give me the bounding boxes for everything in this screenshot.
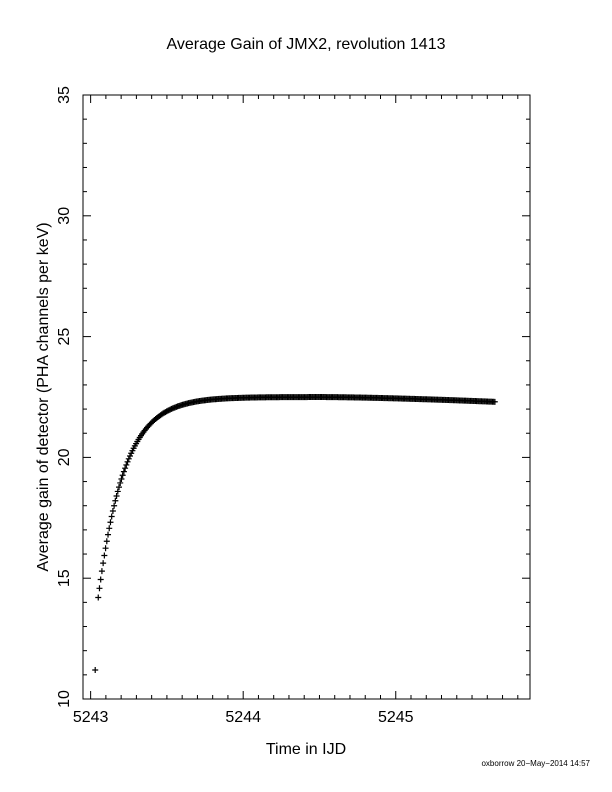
y-tick-label: 15 — [56, 569, 73, 587]
data-point — [96, 585, 103, 592]
plot-frame — [82, 94, 531, 700]
data-point — [114, 488, 121, 495]
data-point — [120, 468, 127, 475]
data-point — [123, 461, 130, 468]
y-tick-label: 35 — [56, 86, 73, 104]
data-point — [102, 545, 109, 552]
data-point — [106, 525, 113, 532]
data-point — [119, 472, 126, 479]
data-point — [122, 465, 129, 472]
data-point — [111, 502, 118, 509]
data-point — [116, 484, 123, 491]
data-point — [126, 452, 133, 459]
data-point — [97, 576, 104, 583]
x-tick-label: 5244 — [225, 709, 261, 726]
data-point — [125, 455, 132, 462]
data-point — [112, 497, 119, 504]
data-point — [95, 594, 102, 601]
data-point — [107, 519, 114, 526]
y-tick-label: 25 — [56, 328, 73, 346]
x-tick-label: 5245 — [378, 709, 414, 726]
axis-ticks: 5243 5244 5245 10 15 20 25 30 35 — [56, 86, 530, 726]
data-point — [103, 538, 110, 545]
data-point — [100, 560, 107, 567]
y-tick-label: 30 — [56, 207, 73, 225]
data-point — [108, 513, 115, 520]
data-point — [118, 476, 125, 483]
footer-stamp: oxborrow 20−May−2014 14:57 — [481, 759, 590, 768]
chart-title: Average Gain of JMX2, revolution 1413 — [166, 36, 446, 53]
x-tick-label: 5243 — [73, 709, 109, 726]
data-point — [92, 667, 99, 674]
y-tick-label: 20 — [56, 448, 73, 466]
data-point — [105, 531, 112, 538]
data-marks — [92, 394, 498, 674]
data-point — [113, 492, 120, 499]
x-axis-label: Time in IJD — [266, 741, 346, 758]
data-point — [117, 479, 124, 486]
data-point — [101, 552, 108, 559]
y-axis-label: Average gain of detector (PHA channels p… — [35, 222, 52, 571]
data-point — [98, 568, 105, 575]
data-point — [124, 458, 131, 465]
y-tick-label: 10 — [56, 690, 73, 708]
data-point — [491, 398, 498, 405]
data-point — [109, 508, 116, 515]
